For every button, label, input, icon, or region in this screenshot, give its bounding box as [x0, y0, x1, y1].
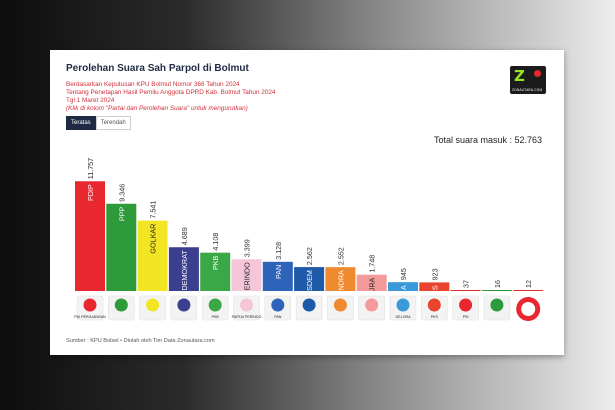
bar-value-label: 4.689	[180, 227, 189, 245]
subtitle-line-1: Berdasarkan Keputusan KPU Bolmut Nomor 3…	[66, 81, 240, 88]
banyan-tree-icon	[139, 295, 166, 321]
bar-value-label: 1.748	[368, 255, 377, 273]
bar-demokrat[interactable]	[168, 247, 199, 291]
sort-toggle: Teratas Terendah	[66, 116, 131, 130]
bar-value-label: 11.757	[86, 158, 95, 179]
globe-star-icon: PKB	[201, 295, 229, 321]
bar-value-label: 9.346	[117, 184, 126, 202]
bar-gelora[interactable]	[388, 282, 418, 291]
logo-caption: PKB	[212, 315, 220, 319]
bar-pks[interactable]	[419, 282, 450, 291]
sort-hint-note: (Klik di kolom "Partai dan Perolehan Sua…	[66, 105, 248, 112]
bar-value-label: 12	[524, 280, 533, 288]
logo-dot	[534, 70, 541, 77]
bar-value-label: 3.128	[274, 242, 283, 260]
logo-mark: Z	[514, 67, 525, 85]
bar-value-label: 945	[399, 268, 408, 280]
bar-value-label: 3.399	[243, 239, 252, 257]
total-votes: Total suara masuk : 52.763	[434, 135, 543, 145]
bar-pkb[interactable]	[200, 252, 231, 291]
subtitle-line-3: Tgl 1 Maret 2024	[66, 97, 115, 104]
bar-pbb[interactable]	[513, 290, 544, 291]
garuda-head-icon	[327, 295, 354, 321]
moon-star-icon	[516, 297, 541, 321]
sort-bottom-button[interactable]: Terendah	[95, 116, 131, 130]
kaaba-icon	[108, 295, 135, 321]
hanura-banner-icon	[358, 295, 385, 321]
bar-party-label: JRA	[368, 277, 377, 291]
bar-party-label: NDRA	[336, 270, 345, 291]
sun-icon: PAN	[264, 295, 292, 321]
bar-gerindra[interactable]	[325, 267, 356, 291]
bar-party-label: GOLKAR	[149, 224, 158, 254]
bar-perindo[interactable]	[231, 259, 262, 291]
orbit-icon	[295, 295, 323, 321]
chart-title: Perolehan Suara Sah Parpol di Bolmut	[66, 63, 249, 74]
bar-hanura[interactable]	[356, 274, 387, 291]
star-crescent-icon	[483, 295, 511, 321]
crescent-pillars-icon: PKS	[421, 295, 448, 321]
rose-icon: PSI	[452, 295, 479, 321]
logo-caption: PSI	[463, 315, 469, 319]
bar-party-label: DEMOKRAT	[180, 250, 189, 291]
bar-value-label: 2.552	[336, 247, 345, 265]
bar-value-label: 4.108	[211, 233, 220, 251]
bar-chart: PDIP 11.757 PDI PERJUANGAN PPP 9.346 GOLKAR 7.…	[74, 158, 544, 321]
bar-party-label: PPP	[117, 207, 126, 222]
logo-caption: PAN	[274, 315, 282, 319]
zonautara-logo: Z ZONAUTARA.COM	[510, 66, 546, 94]
bar-nasdem[interactable]	[294, 267, 325, 291]
bar-value-label: 16	[493, 280, 502, 288]
bar-ppp[interactable]	[106, 203, 137, 291]
source-note: Sumber : KPU Bolsel • Diolah oleh Tim Da…	[66, 338, 215, 344]
bull-icon: PDI PERJUANGAN	[74, 295, 106, 321]
garuda-icon: PARTAI PERINDO	[232, 295, 262, 321]
bar-party-label: SDEM	[305, 270, 314, 291]
logo-caption: GELORA	[396, 315, 412, 319]
bar-value-label: 923	[430, 268, 439, 280]
logo-caption: PARTAI PERINDO	[232, 315, 262, 319]
bar-party-label: ERINDO	[243, 262, 252, 290]
logo-caption: PDI PERJUANGAN	[74, 315, 106, 319]
bar-party-label: S	[430, 285, 439, 290]
logo-small-text: ZONAUTARA.COM	[512, 88, 543, 92]
subtitle-line-2: Tentang Penetapan Hasil Pemilu Anggota D…	[66, 89, 276, 96]
bar-pdip[interactable]	[75, 181, 105, 291]
logo-caption: PKS	[431, 315, 439, 319]
bar-party-label: PKB	[211, 255, 220, 270]
bar-golkar[interactable]	[137, 220, 168, 291]
bar-value-label: 37	[462, 280, 471, 288]
wave-icon: GELORA	[389, 295, 417, 321]
chart-card: Perolehan Suara Sah Parpol di Bolmut Ber…	[50, 50, 564, 355]
bar-pan[interactable]	[262, 261, 293, 291]
bar-party-label: PDIP	[86, 184, 95, 201]
bar-party-label: PAN	[274, 265, 283, 279]
bar-value-label: 2.562	[305, 247, 314, 265]
bar-value-label: 7.541	[149, 201, 158, 219]
bar-psi[interactable]	[450, 290, 481, 291]
bar-party-label: A	[399, 285, 408, 290]
bar-pkn[interactable]	[481, 290, 512, 291]
mercedes-star-icon	[170, 295, 198, 321]
sort-top-button[interactable]: Teratas	[66, 116, 96, 130]
